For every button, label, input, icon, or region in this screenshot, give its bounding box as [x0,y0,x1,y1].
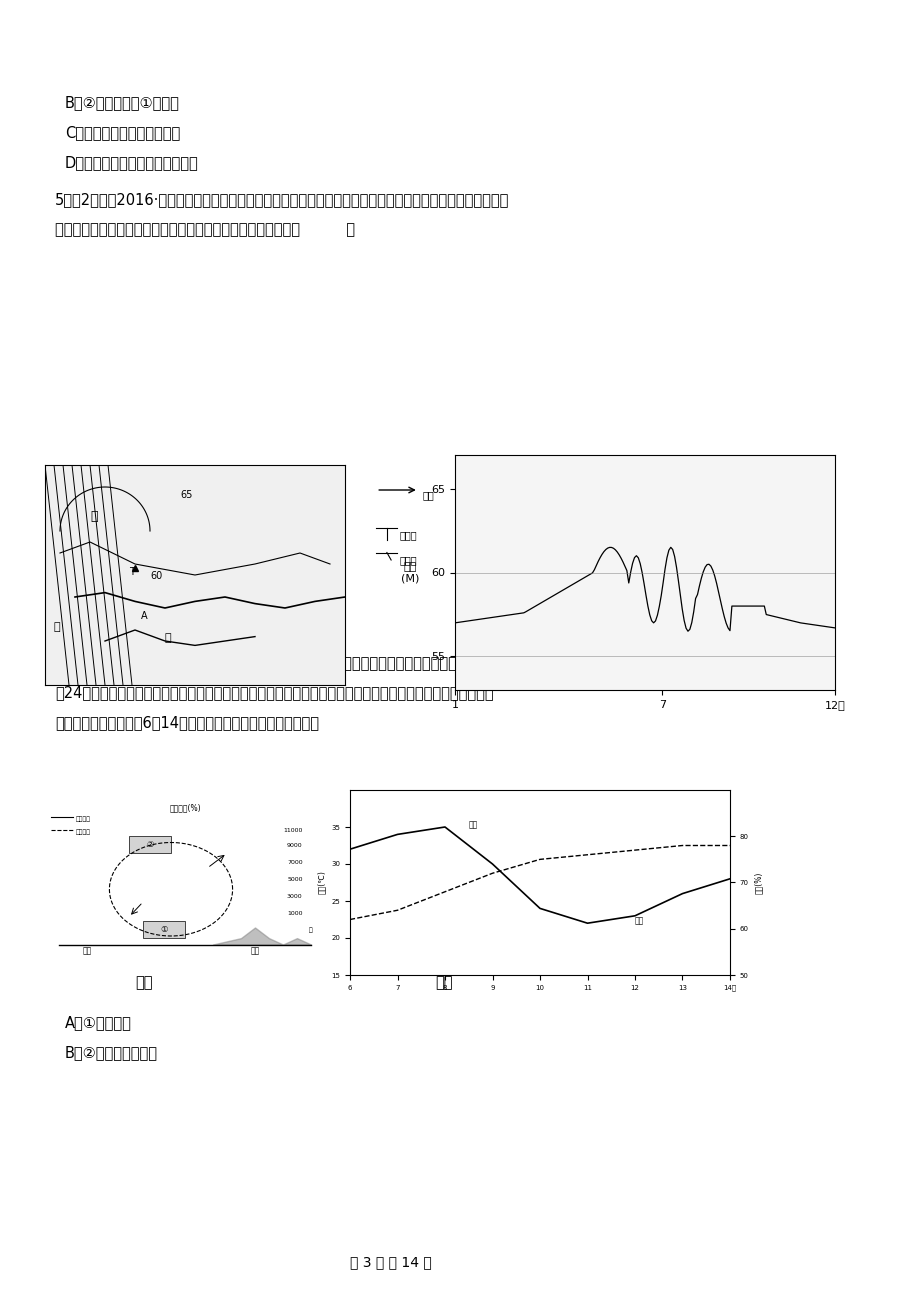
Text: 65: 65 [180,490,192,500]
湖陆风方 [67,809,78,824]
Line: 气温: 气温 [349,827,729,923]
气温 [486,857,497,872]
湖陆风方 [45,809,56,824]
Text: 甲: 甲 [165,633,172,643]
气温 [676,885,687,901]
Text: 7000: 7000 [287,859,302,865]
气温 [723,871,734,887]
Text: B．②地质构造比①先形成: B．②地质构造比①先形成 [65,95,180,109]
Text: A．①处为陆风: A．①处为陆风 [65,1016,131,1030]
Text: 丙: 丙 [54,622,61,631]
湿度 [534,852,545,867]
Text: 以24小时为周期的地方性风。图甲示意洞庭湖与岳阳市之间一天中某时刻测得的湖陆风垂直结构，图乙示意洞庭: 以24小时为周期的地方性风。图甲示意洞庭湖与岳阳市之间一天中某时刻测得的湖陆风垂… [55,685,494,700]
Text: 陆地: 陆地 [250,947,259,954]
Text: 右图），结合两图分析下列有关乙地开发利用的说法合理的是（          ）: 右图），结合两图分析下列有关乙地开发利用的说法合理的是（ ） [55,223,355,237]
Text: 气流轮廓: 气流轮廓 [75,829,91,835]
气温 [629,907,640,923]
Text: A: A [141,611,147,621]
Bar [129,836,171,853]
Text: 乙: 乙 [90,510,97,523]
Text: 3000: 3000 [287,893,302,898]
Text: 11000: 11000 [283,828,302,833]
气温 [534,901,545,917]
Text: 5000: 5000 [287,876,302,881]
气温 [344,841,355,857]
Text: C．开辟为季节性河边浴场: C．开辟为季节性河边浴场 [65,585,171,600]
Text: ①: ① [160,926,167,934]
Text: 湖东北部的岳阳市某日6～14时的气温与湿度变化。图甲所示时刻: 湖东北部的岳阳市某日6～14时的气温与湿度变化。图甲所示时刻 [55,715,319,730]
Text: 示坡线: 示坡线 [399,555,417,565]
Text: B．②处更易形成降水: B．②处更易形成降水 [65,1046,158,1060]
Line: 湿度: 湿度 [349,845,729,919]
湿度 [582,846,593,862]
Text: B．地势低平，水源便利、种植水稻: B．地势低平，水源便利、种植水稻 [65,555,206,570]
Text: 6．（2分）（2016·潍坊模拟）湖陆风包括湖风（出湖风）和陆风（进湖风），是较大湖泊与陆地之间形成的: 6．（2分）（2016·潍坊模拟）湖陆风包括湖风（出湖风）和陆风（进湖风），是较… [55,655,500,671]
湿度 [723,837,734,853]
气温 [391,827,403,842]
Text: 图乙: 图乙 [435,975,452,990]
Text: 气温: 气温 [469,820,478,829]
Text: 湖面: 湖面 [83,947,92,954]
Text: A．利用荒地植树造林: A．利用荒地植树造林 [65,525,153,540]
气温 [439,819,450,835]
Text: 图甲: 图甲 [135,975,153,990]
Text: 9000: 9000 [287,842,302,848]
湿度 [391,902,403,918]
Text: 湿度: 湿度 [634,917,643,926]
Text: 第 3 页 共 14 页: 第 3 页 共 14 页 [349,1255,431,1269]
Text: 陆: 陆 [309,927,312,932]
Text: 1000: 1000 [287,911,302,915]
湿度 [676,837,687,853]
Text: 5．（2分）（2016·六安模拟）读长江中游某支流某河段分布图（下左图）和该河段河水水位年变化曲线图（下: 5．（2分）（2016·六安模拟）读长江中游某支流某河段分布图（下左图）和该河段… [55,191,509,207]
Y-axis label: 气温(℃): 气温(℃) [316,871,325,894]
Text: 相对湿度(%): 相对湿度(%) [169,803,200,812]
Text: D．乙地貌的形成主要是内力作用: D．乙地貌的形成主要是内力作用 [65,155,199,171]
Y-axis label: 湿度(%): 湿度(%) [754,871,763,893]
Y-axis label: 水位
(M): 水位 (M) [401,561,419,583]
Text: 60: 60 [150,572,162,582]
Text: ②: ② [146,840,153,849]
Text: 河流: 河流 [423,490,435,500]
Text: 湖陆风方: 湖陆风方 [75,816,91,823]
湿度 [344,911,355,927]
Text: D．可以种植油菜: D．可以种植油菜 [65,615,137,630]
Text: 等高线: 等高线 [399,530,417,540]
Bar [142,921,185,939]
气温 [582,915,593,931]
Text: C．甲地貌只形成在湿润地区: C．甲地貌只形成在湿润地区 [65,125,180,141]
湿度 [486,866,497,881]
湿度 [629,842,640,858]
湿度 [439,884,450,900]
Text: T: T [129,566,135,577]
